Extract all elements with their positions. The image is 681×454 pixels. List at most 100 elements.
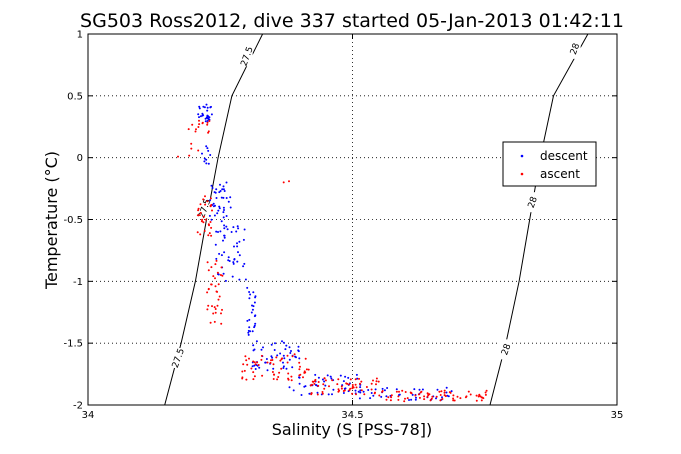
data-point-descent [223, 227, 226, 230]
data-point-descent [250, 311, 253, 314]
data-point-ascent [199, 203, 202, 206]
data-point-ascent [420, 390, 423, 393]
data-point-descent [236, 245, 239, 248]
data-point-descent [215, 188, 218, 191]
data-point-descent [210, 105, 212, 108]
data-point-descent [216, 212, 219, 215]
data-point-ascent [215, 290, 218, 293]
data-point-ascent [207, 130, 210, 133]
data-point-ascent [477, 395, 480, 398]
data-point-ascent [220, 266, 223, 269]
data-point-ascent [464, 396, 467, 399]
contour-label: 28 [527, 195, 540, 209]
data-point-ascent [485, 389, 488, 392]
data-point-descent [255, 340, 258, 343]
data-point-descent [246, 286, 249, 289]
data-point-ascent [206, 121, 209, 124]
data-point-descent [227, 259, 230, 262]
data-point-descent [332, 388, 335, 391]
data-point-descent [274, 342, 276, 345]
data-point-ascent [202, 198, 205, 201]
data-point-descent [374, 388, 377, 391]
data-point-descent [225, 215, 228, 217]
contour-label: 28 [500, 342, 513, 356]
data-point-ascent [389, 399, 392, 402]
data-point-ascent [328, 385, 330, 388]
data-point-descent [238, 278, 241, 281]
contour-label-bg [240, 46, 253, 67]
data-point-ascent [208, 224, 210, 227]
data-point-ascent [287, 378, 290, 381]
data-point-descent [226, 228, 229, 231]
data-point-descent [284, 348, 287, 351]
data-point-descent [217, 209, 220, 212]
data-point-descent [303, 385, 306, 388]
data-point-descent [314, 373, 317, 376]
data-point-ascent [351, 384, 354, 386]
data-point-descent [251, 308, 254, 311]
data-point-descent [214, 243, 217, 246]
data-point-descent [205, 158, 208, 161]
data-point-ascent [352, 386, 355, 389]
data-point-ascent [355, 386, 358, 389]
data-point-descent [372, 394, 375, 397]
data-point-descent [415, 396, 417, 399]
data-point-descent [347, 376, 350, 379]
data-point-descent [446, 394, 449, 397]
data-point-descent [251, 365, 254, 368]
data-point-descent [386, 387, 389, 389]
data-point-descent [359, 389, 362, 392]
data-point-ascent [282, 181, 285, 184]
data-point-ascent [216, 271, 219, 274]
data-point-ascent [206, 200, 209, 203]
data-point-descent [215, 257, 218, 260]
contour-label: 28 [569, 42, 582, 56]
data-point-ascent [217, 298, 220, 301]
data-point-ascent [373, 392, 376, 395]
data-point-ascent [217, 283, 220, 286]
data-point-descent [253, 301, 256, 304]
data-point-ascent [198, 214, 201, 217]
data-point-descent [272, 367, 275, 370]
data-point-ascent [317, 381, 320, 383]
data-point-ascent [209, 197, 212, 200]
data-point-descent [253, 364, 256, 367]
contour-label-bg [499, 339, 512, 360]
data-point-ascent [331, 379, 334, 382]
data-point-descent [220, 196, 223, 199]
data-point-descent [198, 116, 200, 119]
data-point-ascent [194, 130, 197, 133]
data-point-descent [326, 374, 329, 377]
data-point-descent [232, 226, 235, 229]
data-point-ascent [257, 364, 260, 366]
data-point-ascent [214, 311, 217, 314]
data-point-ascent [218, 295, 221, 298]
data-point-descent [222, 211, 225, 214]
data-point-ascent [443, 389, 446, 392]
data-point-descent [288, 358, 291, 361]
data-point-descent [380, 395, 383, 398]
data-point-descent [358, 397, 361, 400]
data-point-descent [221, 188, 224, 191]
data-point-ascent [337, 390, 340, 393]
data-point-descent [285, 344, 288, 347]
data-point-descent [201, 152, 203, 155]
data-point-descent [298, 357, 301, 360]
data-point-descent [441, 396, 443, 399]
data-point-ascent [207, 288, 210, 291]
data-point-descent [342, 380, 345, 383]
data-point-ascent [423, 395, 426, 398]
data-point-descent [282, 354, 285, 357]
data-point-ascent [365, 386, 368, 388]
data-point-ascent [201, 218, 204, 221]
data-point-descent [215, 197, 218, 199]
data-point-descent [282, 341, 285, 344]
x-tick-label: 34 [82, 410, 95, 421]
data-point-descent [370, 392, 373, 394]
data-point-descent [236, 225, 239, 228]
data-point-descent [222, 196, 225, 199]
y-axis-label: Temperature (°C) [42, 151, 61, 290]
data-point-descent [288, 386, 291, 389]
data-point-descent [230, 231, 233, 233]
data-point-ascent [199, 211, 202, 214]
